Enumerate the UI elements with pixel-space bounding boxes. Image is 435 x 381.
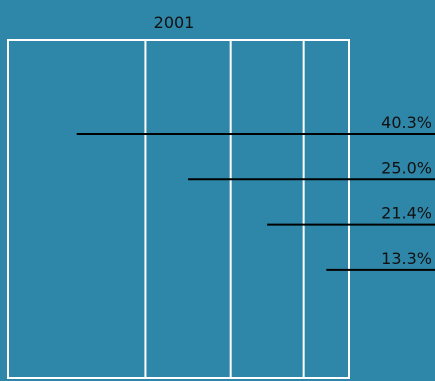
- leader-group: [76, 133, 435, 271]
- bar-segment-2: [145, 40, 230, 378]
- label-group: 40.3% 25.0% 21.4% 13.3%: [381, 113, 432, 268]
- bar-segment-4: [304, 40, 349, 378]
- chart-title: 2001: [154, 13, 195, 32]
- data-label-1: 40.3%: [381, 113, 432, 132]
- data-label-2: 25.0%: [381, 158, 432, 177]
- data-label-4: 13.3%: [381, 249, 432, 268]
- data-label-3: 21.4%: [381, 204, 432, 223]
- bar-group: [7, 39, 350, 379]
- bar-outline: [7, 39, 350, 379]
- bar-segment-1: [8, 40, 145, 378]
- bar-segment-3: [231, 40, 304, 378]
